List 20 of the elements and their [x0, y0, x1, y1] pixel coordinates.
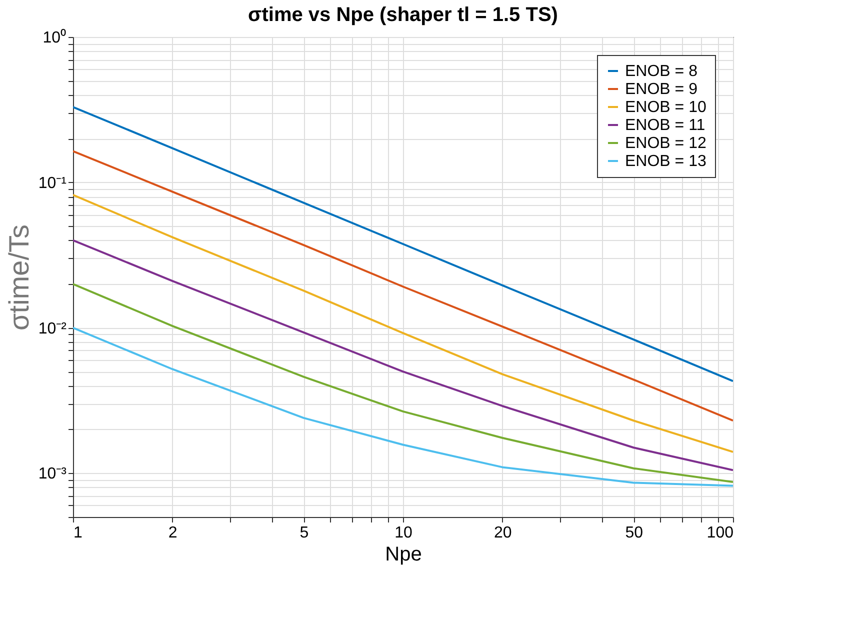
x-tick-label: 100	[706, 524, 734, 542]
x-tick-label: 5	[300, 524, 309, 542]
y-tick-label: 10⁻²	[38, 320, 68, 338]
x-tick-label: 1	[74, 524, 82, 542]
y-tick-label: 10⁻³	[38, 466, 68, 483]
x-tick-label: 50	[625, 524, 644, 542]
x-tick-label: 2	[168, 524, 178, 542]
y-tick-label: 10⁰	[42, 28, 66, 46]
legend-label: ENOB = 11	[625, 117, 706, 134]
x-tick-label: 10	[394, 524, 412, 542]
legend-label: ENOB = 10	[625, 99, 706, 116]
legend-label: ENOB = 9	[625, 81, 698, 98]
legend-label: ENOB = 12	[625, 135, 706, 152]
chart-title: σtime vs Npe (shaper tl = 1.5 TS)	[248, 4, 558, 26]
legend-label: ENOB = 13	[625, 153, 706, 170]
legend-label: ENOB = 8	[625, 63, 698, 80]
y-axis-title: σtime/Ts	[3, 224, 34, 330]
x-tick-label: 20	[494, 524, 512, 542]
x-axis-title: Npe	[385, 544, 422, 566]
y-tick-label: 10⁻¹	[38, 174, 66, 192]
